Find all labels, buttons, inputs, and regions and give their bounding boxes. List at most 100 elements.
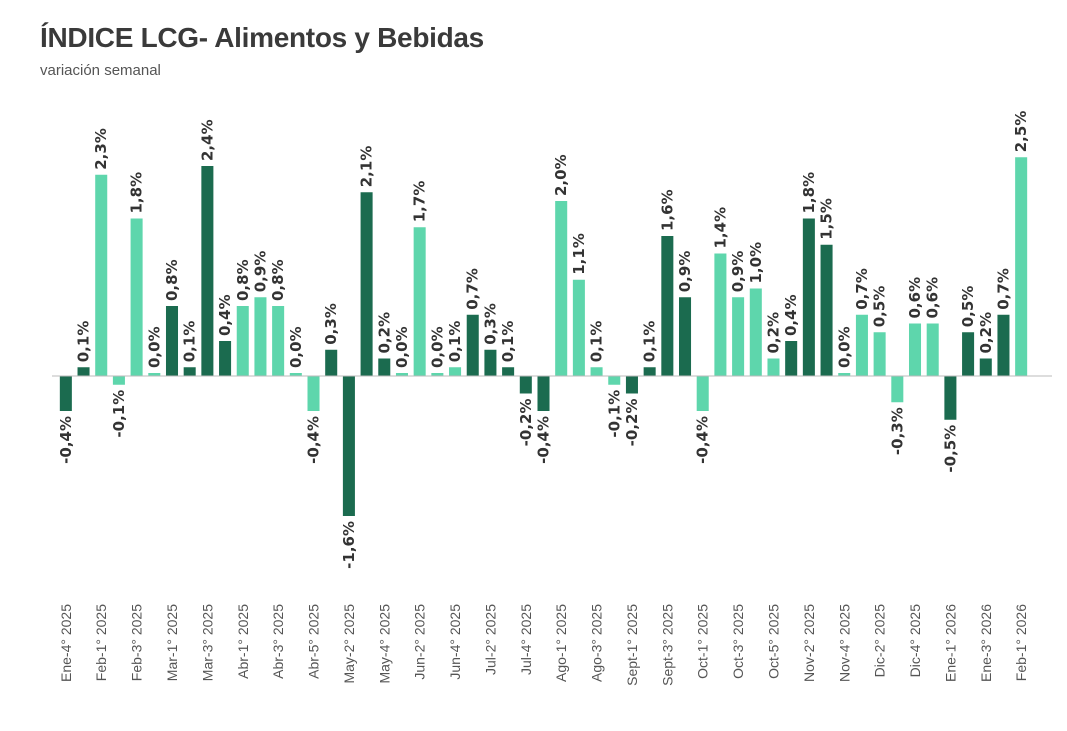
- x-tick-label-19: Oct-3° 2025: [730, 604, 746, 679]
- x-tick-label-12: Jul-2° 2025: [482, 604, 498, 675]
- x-tick-label-6: Abr-3° 2025: [270, 604, 286, 679]
- bar-38: [732, 297, 745, 376]
- bar-label-8: 2,4%: [198, 119, 216, 161]
- bars-group: [59, 157, 1028, 516]
- bar-label-40: 0,2%: [764, 312, 782, 354]
- bar-label-6: 0,8%: [163, 259, 181, 301]
- x-tick-labels-group: Ene-4° 2025 Feb-1° 2025 Feb-3° 2025 Mar-1° …: [58, 604, 1029, 686]
- bar-label-21: 0,0%: [428, 326, 446, 368]
- bar-46: [873, 332, 886, 376]
- bar-17: [360, 192, 373, 376]
- bar-25: [502, 367, 515, 376]
- bar-label-49: 0,6%: [924, 277, 942, 319]
- x-tick-label-15: Ago-3° 2025: [589, 604, 605, 682]
- bar-label-31: -0,1%: [605, 390, 623, 438]
- bar-9: [219, 341, 232, 376]
- bar-label-53: 0,7%: [994, 268, 1012, 310]
- bar-label-44: 0,0%: [835, 326, 853, 368]
- bar-36: [696, 376, 709, 411]
- bar-19: [395, 373, 408, 376]
- bar-label-34: 1,6%: [658, 189, 676, 231]
- bar-14: [307, 376, 320, 411]
- bar-label-23: 0,7%: [464, 268, 482, 310]
- bar-27: [537, 376, 550, 411]
- bar-7: [183, 367, 196, 376]
- x-tick-label-1: Feb-1° 2025: [93, 604, 109, 681]
- bar-4: [130, 218, 143, 376]
- x-tick-label-25: Ene-1° 2026: [942, 604, 958, 682]
- x-tick-label-24: Dic-4° 2025: [907, 604, 923, 678]
- x-tick-label-0: Ene-4° 2025: [58, 604, 74, 682]
- bar-label-42: 1,8%: [800, 172, 818, 214]
- bar-label-18: 0,2%: [375, 312, 393, 354]
- bar-label-1: 0,1%: [75, 321, 93, 363]
- chart-subtitle: variación semanal: [40, 62, 161, 79]
- chart-title: ÍNDICE LCG- Alimentos y Bebidas: [40, 22, 484, 53]
- bar-label-43: 1,5%: [818, 198, 836, 240]
- bar-11: [254, 297, 267, 376]
- bar-label-19: 0,0%: [393, 326, 411, 368]
- bar-label-52: 0,2%: [977, 312, 995, 354]
- bar-label-14: -0,4%: [305, 416, 323, 464]
- x-tick-label-2: Feb-3° 2025: [129, 604, 145, 681]
- bar-label-15: 0,3%: [322, 303, 340, 345]
- bar-20: [413, 227, 426, 376]
- bar-52: [979, 358, 992, 376]
- bar-29: [572, 279, 585, 376]
- bar-label-39: 1,0%: [747, 242, 765, 284]
- bar-label-28: 2,0%: [552, 154, 570, 196]
- bar-6: [165, 306, 179, 376]
- bar-3: [112, 376, 125, 385]
- x-tick-label-5: Abr-1° 2025: [235, 604, 251, 679]
- bar-8: [201, 166, 214, 376]
- x-tick-label-8: May-2° 2025: [341, 604, 357, 684]
- x-tick-label-21: Nov-2° 2025: [801, 604, 817, 682]
- x-tick-label-14: Ago-1° 2025: [553, 604, 569, 682]
- x-tick-label-13: Jul-4° 2025: [518, 604, 534, 675]
- bar-21: [431, 373, 444, 376]
- bar-31: [608, 376, 621, 385]
- bar-label-27: -0,4%: [535, 416, 553, 464]
- bar-label-45: 0,7%: [853, 268, 871, 310]
- bar-48: [908, 323, 922, 376]
- bar-54: [1015, 157, 1028, 376]
- x-tick-label-20: Oct-5° 2025: [765, 604, 781, 679]
- bar-23: [466, 314, 479, 376]
- bar-12: [272, 306, 285, 376]
- bar-37: [714, 253, 727, 376]
- bar-label-13: 0,0%: [287, 326, 305, 368]
- bar-label-20: 1,7%: [411, 181, 429, 223]
- bar-24: [484, 349, 497, 376]
- bar-label-47: -0,3%: [888, 407, 906, 455]
- bar-33: [643, 367, 656, 376]
- x-tick-label-9: May-4° 2025: [376, 604, 392, 684]
- bar-label-7: 0,1%: [181, 321, 199, 363]
- bar-18: [378, 358, 391, 376]
- bar-53: [997, 314, 1010, 376]
- x-tick-label-7: Abr-5° 2025: [306, 604, 322, 679]
- bar-44: [838, 373, 851, 376]
- bar-label-2: 2,3%: [92, 128, 110, 170]
- bar-47: [891, 376, 904, 403]
- x-tick-label-18: Oct-1° 2025: [695, 604, 711, 679]
- bar-10: [236, 306, 249, 376]
- bar-32: [625, 376, 638, 394]
- bar-43: [820, 244, 833, 376]
- bar-30: [590, 367, 603, 376]
- bar-label-51: 0,5%: [959, 286, 977, 328]
- bar-label-9: 0,4%: [216, 294, 234, 336]
- x-tick-label-22: Nov-4° 2025: [836, 604, 852, 682]
- bar-label-41: 0,4%: [782, 294, 800, 336]
- bar-label-32: -0,2%: [623, 399, 641, 447]
- bar-label-10: 0,8%: [234, 259, 252, 301]
- bar-5: [148, 373, 161, 376]
- bar-22: [449, 367, 462, 376]
- x-tick-label-11: Jun-4° 2025: [447, 604, 463, 680]
- bar-49: [926, 323, 939, 376]
- bar-51: [962, 332, 975, 376]
- bar-45: [855, 314, 868, 376]
- bar-15: [325, 349, 338, 376]
- bar-label-3: -0,1%: [110, 390, 128, 438]
- x-tick-label-16: Sept-1° 2025: [624, 604, 640, 686]
- bar-39: [749, 288, 762, 376]
